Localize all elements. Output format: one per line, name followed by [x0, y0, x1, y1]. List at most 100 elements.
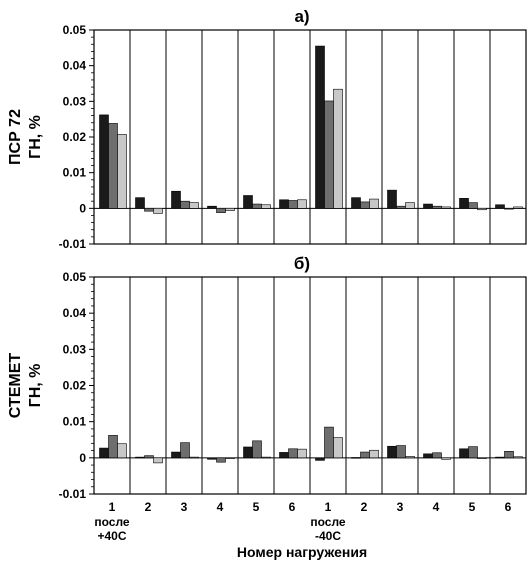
bar-series-1 [207, 205, 217, 209]
y-tick-label: 0.03 [63, 94, 87, 108]
bar-series-2 [324, 426, 334, 459]
bar-series-2 [504, 451, 514, 459]
bar-series-2 [180, 442, 190, 459]
y-axis-title: СТЕМЕТ [7, 353, 24, 419]
bar-series-2 [108, 435, 118, 459]
bar-series-3 [189, 456, 199, 459]
bar-series-1 [243, 195, 253, 209]
group-label-1-line1: после [94, 515, 130, 529]
bar-series-3 [441, 206, 451, 209]
bar-series-3 [513, 206, 523, 209]
bar-series-1 [135, 456, 145, 459]
chart-panel-b: -0.01 0 0.01 0.02 0.03 0.04 0.05 1 2 3 4 5 6 1 2 3 4 5 6 б)… [7, 254, 527, 514]
bar-series-1 [423, 453, 433, 459]
bar-series-3 [189, 202, 199, 209]
y-axis-title: ПСР 72 [7, 109, 24, 165]
x-tick-label: 6 [505, 500, 512, 514]
bar-series-1 [423, 203, 433, 209]
bar-series-3 [153, 457, 163, 464]
y-tick-label: 0 [79, 451, 86, 465]
bar-series-1 [459, 448, 469, 459]
bar-series-2 [504, 208, 514, 210]
bar-series-1 [207, 457, 217, 460]
bar-series-2 [108, 123, 118, 209]
bar-series-2 [396, 445, 406, 459]
bar-series-1 [495, 456, 505, 459]
bar-series-1 [243, 446, 253, 459]
y-axis-title: ГН, % [27, 364, 44, 408]
bar-series-3 [117, 443, 127, 459]
bar-series-2 [468, 202, 478, 209]
y-tick-label: -0.01 [59, 487, 87, 501]
bar-series-1 [351, 197, 361, 209]
bar-series-2 [216, 457, 226, 463]
panel-title: а) [294, 7, 309, 26]
bar-series-2 [144, 208, 154, 212]
bar-series-2 [468, 446, 478, 459]
panel-title: б) [294, 254, 310, 273]
bar-series-3 [297, 199, 307, 209]
group-label-2-line1: после [310, 515, 346, 529]
bar-series-2 [252, 440, 262, 459]
bar-series-3 [297, 448, 307, 459]
y-tick-label: 0.04 [63, 306, 87, 320]
y-tick-label: 0 [79, 201, 86, 215]
y-axis-title: ГН, % [27, 115, 44, 159]
bar-series-2 [252, 203, 262, 209]
x-tick-label: 3 [181, 500, 188, 514]
x-axis-labels: после +40С после -40С Номер нагружения [94, 515, 367, 560]
bar-series-3 [153, 208, 163, 214]
y-tick-label: 0.02 [63, 379, 87, 393]
bar-series-2 [288, 200, 298, 209]
x-tick-label: 2 [361, 500, 368, 514]
y-tick-label: 0.04 [63, 59, 87, 73]
bar-series-1 [171, 451, 181, 459]
x-tick-label: 1 [325, 500, 332, 514]
bar-series-3 [513, 456, 523, 459]
bar-series-1 [99, 114, 109, 209]
bar-series-3 [441, 457, 451, 460]
x-tick-label: 6 [289, 500, 296, 514]
bar-series-2 [432, 452, 442, 459]
bar-series-3 [225, 457, 235, 459]
x-tick-label: 2 [145, 500, 152, 514]
y-tick-label: 0.03 [63, 342, 87, 356]
bar-series-3 [261, 456, 271, 459]
bar-series-2 [360, 451, 370, 459]
bar-series-2 [324, 100, 334, 209]
y-tick-label: 0.02 [63, 130, 87, 144]
y-tick-label: 0.05 [63, 23, 87, 37]
group-label-2-line2: -40С [315, 529, 341, 543]
group-label-1-line2: +40С [97, 529, 126, 543]
bar-series-1 [99, 447, 109, 459]
x-tick-label: 5 [253, 500, 260, 514]
bar-series-2 [180, 200, 190, 209]
bar-series-2 [288, 448, 298, 459]
bar-series-3 [117, 134, 127, 209]
bar-series-3 [333, 437, 343, 459]
bar-series-3 [405, 202, 415, 209]
chart-panel-a: -0.01 0 0.01 0.02 0.03 0.04 0.05 а) ПСР 72 ГН, % [7, 7, 527, 251]
bar-series-3 [405, 456, 415, 459]
bar-series-3 [477, 457, 487, 459]
bar-series-1 [315, 457, 325, 461]
bar-series-1 [279, 199, 289, 209]
bar-series-3 [369, 198, 379, 209]
bar-series-1 [315, 45, 325, 209]
y-tick-label: 0.01 [63, 166, 87, 180]
bar-series-1 [135, 197, 145, 209]
x-tick-label: 5 [469, 500, 476, 514]
bar-series-1 [387, 189, 397, 209]
x-tick-label: 1 [109, 500, 116, 514]
bar-series-3 [369, 449, 379, 459]
x-axis-title: Номер нагружения [237, 544, 367, 560]
bar-series-2 [360, 201, 370, 209]
bar-series-1 [387, 445, 397, 459]
bar-series-1 [279, 452, 289, 459]
bar-series-2 [144, 455, 154, 459]
bar-series-1 [171, 190, 181, 209]
y-tick-label: 0.05 [63, 270, 87, 284]
bar-series-3 [261, 204, 271, 209]
bar-series-2 [432, 205, 442, 209]
